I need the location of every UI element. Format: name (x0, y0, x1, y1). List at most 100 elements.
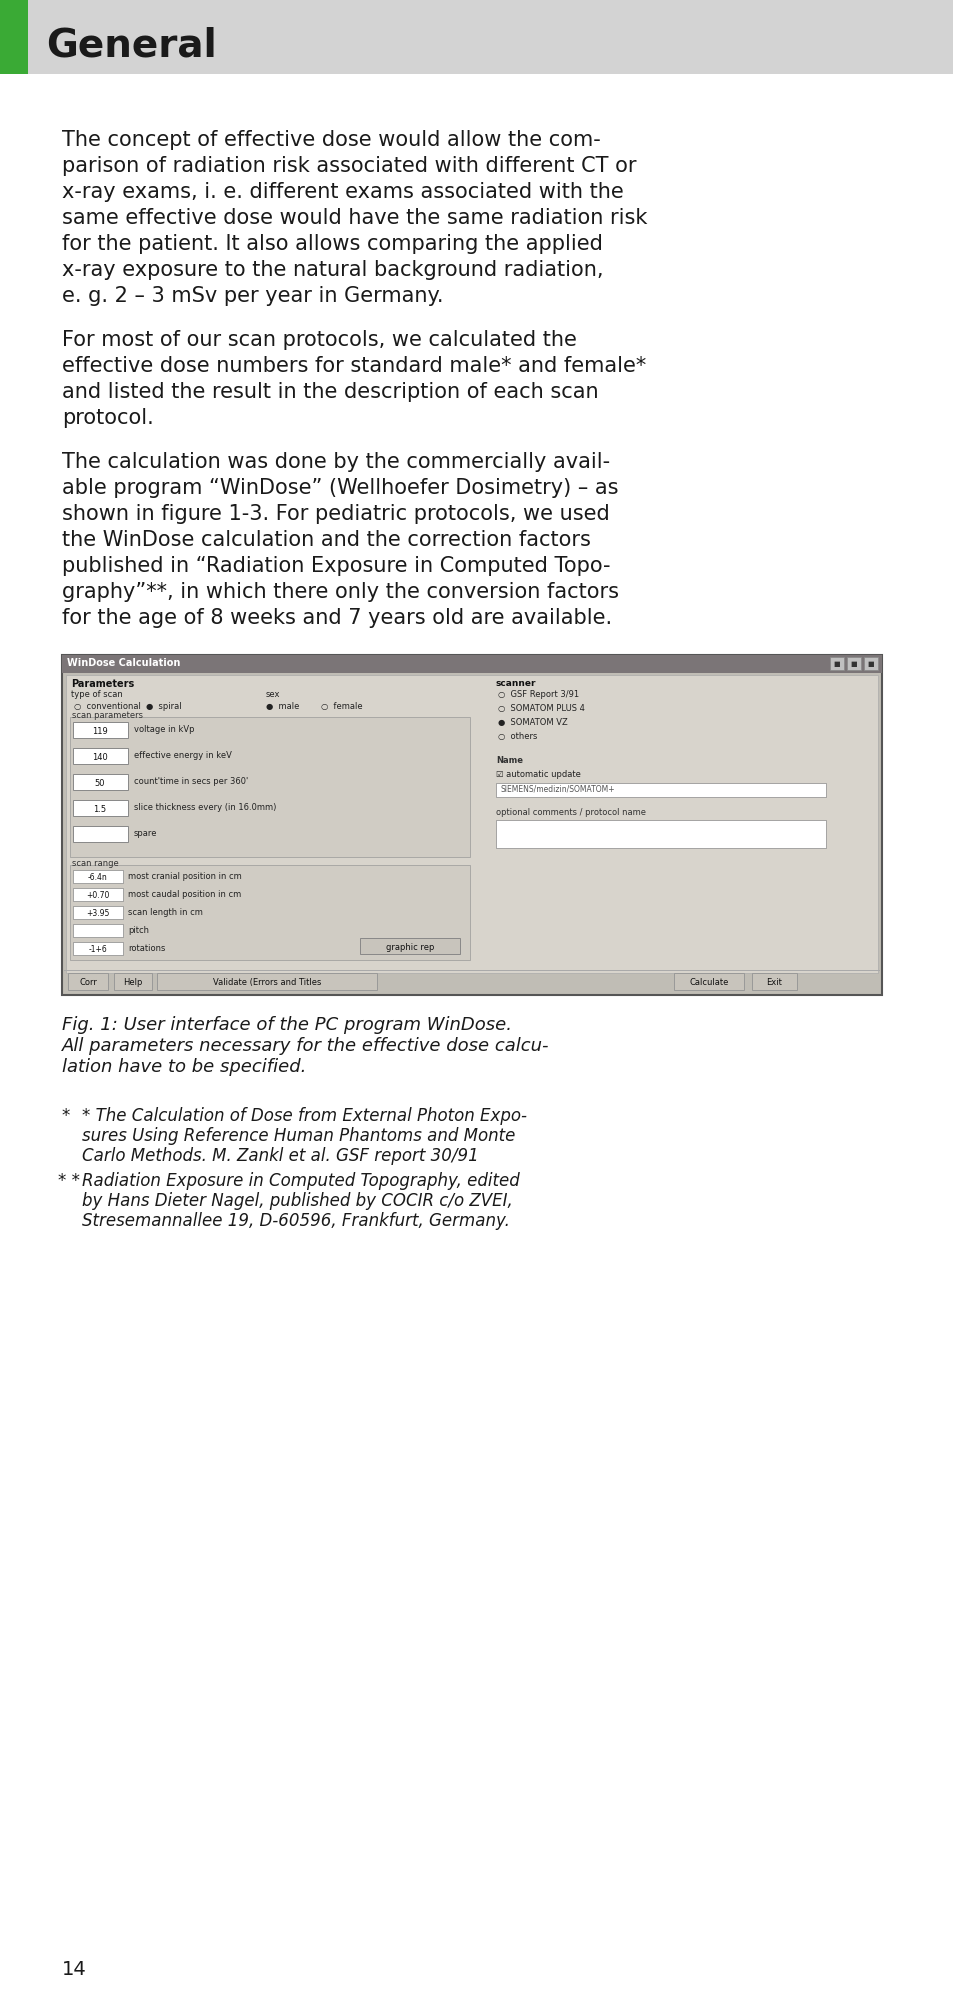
Text: Fig. 1: User interface of the PC program WinDose.: Fig. 1: User interface of the PC program… (62, 1015, 512, 1033)
Text: ○  GSF Report 3/91: ○ GSF Report 3/91 (497, 690, 578, 698)
Text: Validate (Errors and Titles: Validate (Errors and Titles (213, 978, 321, 986)
Text: type of scan: type of scan (71, 690, 123, 698)
Text: by Hans Dieter Nagel, published by COCIR c/o ZVEI,: by Hans Dieter Nagel, published by COCIR… (82, 1191, 512, 1209)
Text: ☑ automatic update: ☑ automatic update (496, 770, 580, 778)
Text: scanner: scanner (496, 678, 536, 688)
Text: and listed the result in the description of each scan: and listed the result in the description… (62, 381, 598, 401)
Text: ●  male: ● male (266, 702, 299, 710)
Bar (157, 974, 376, 990)
Text: sures Using Reference Human Phantoms and Monte: sures Using Reference Human Phantoms and… (82, 1127, 515, 1145)
Text: 50: 50 (94, 778, 105, 788)
Bar (0, 0, 953, 74)
Text: +0.70: +0.70 (86, 890, 110, 898)
Text: pitch: pitch (128, 926, 149, 934)
Text: scan parameters: scan parameters (71, 710, 143, 720)
Bar (73, 924, 123, 938)
Bar (751, 974, 796, 990)
Text: x-ray exposure to the natural background radiation,: x-ray exposure to the natural background… (62, 261, 603, 281)
Text: spare: spare (133, 828, 157, 838)
Text: *: * (62, 1107, 75, 1125)
Text: Corr: Corr (79, 978, 97, 986)
Text: ■: ■ (833, 662, 840, 668)
Text: ○  others: ○ others (497, 732, 537, 740)
Text: 140: 140 (92, 752, 108, 762)
Bar (73, 774, 128, 790)
Text: shown in figure 1-3. For pediatric protocols, we used: shown in figure 1-3. For pediatric proto… (62, 503, 609, 523)
Text: Radiation Exposure in Computed Topography, edited: Radiation Exposure in Computed Topograph… (82, 1171, 519, 1189)
Text: ○  female: ○ female (320, 702, 362, 710)
Text: Calculate: Calculate (689, 978, 728, 986)
Bar (113, 974, 152, 990)
Text: graphy”**, in which there only the conversion factors: graphy”**, in which there only the conve… (62, 581, 618, 602)
Text: -6.4n: -6.4n (88, 872, 108, 880)
Text: For most of our scan protocols, we calculated the: For most of our scan protocols, we calcu… (62, 331, 577, 349)
Text: rotations: rotations (128, 944, 165, 952)
Bar (359, 938, 459, 954)
Text: The calculation was done by the commercially avail-: The calculation was done by the commerci… (62, 451, 610, 471)
Text: most caudal position in cm: most caudal position in cm (128, 890, 241, 898)
Bar (73, 942, 123, 956)
Bar (829, 658, 843, 670)
Text: voltage in kVp: voltage in kVp (133, 724, 194, 734)
Text: Carlo Methods. M. Zankl et al. GSF report 30/91: Carlo Methods. M. Zankl et al. GSF repor… (82, 1147, 478, 1165)
Text: ■: ■ (850, 662, 857, 668)
Text: scan range: scan range (71, 858, 118, 868)
Text: published in “Radiation Exposure in Computed Topo-: published in “Radiation Exposure in Comp… (62, 555, 610, 575)
Bar (73, 748, 128, 764)
Text: WinDose Calculation: WinDose Calculation (67, 658, 180, 668)
Bar (73, 906, 123, 920)
Text: ●  spiral: ● spiral (146, 702, 181, 710)
Bar (62, 656, 882, 996)
Bar (70, 866, 470, 960)
Text: able program “WinDose” (Wellhoefer Dosimetry) – as: able program “WinDose” (Wellhoefer Dosim… (62, 477, 618, 497)
Bar (73, 888, 123, 902)
Text: sex: sex (266, 690, 280, 698)
Bar (0, 0, 28, 74)
Text: Parameters: Parameters (71, 678, 134, 688)
Text: 14: 14 (62, 1959, 87, 1979)
Text: ●  SOMATOM VZ: ● SOMATOM VZ (497, 718, 567, 726)
Text: 119: 119 (92, 726, 108, 736)
Bar (73, 800, 128, 816)
Text: x-ray exams, i. e. different exams associated with the: x-ray exams, i. e. different exams assoc… (62, 182, 623, 203)
Bar (846, 658, 861, 670)
Text: Name: Name (496, 756, 522, 764)
Bar (62, 656, 882, 674)
Text: ○  conventional: ○ conventional (74, 702, 141, 710)
Bar (70, 718, 470, 858)
Text: * The Calculation of Dose from External Photon Expo-: * The Calculation of Dose from External … (82, 1107, 526, 1125)
Bar (496, 784, 825, 798)
Text: for the age of 8 weeks and 7 years old are available.: for the age of 8 weeks and 7 years old a… (62, 608, 612, 628)
Text: lation have to be specified.: lation have to be specified. (62, 1057, 306, 1075)
Bar (68, 974, 108, 990)
Text: ○  SOMATOM PLUS 4: ○ SOMATOM PLUS 4 (497, 704, 584, 712)
Text: SIEMENS/medizin/SOMATOM+: SIEMENS/medizin/SOMATOM+ (500, 784, 615, 794)
Text: Help: Help (123, 978, 143, 986)
Text: scan length in cm: scan length in cm (128, 908, 203, 916)
Text: +3.95: +3.95 (86, 908, 110, 916)
Text: for the patient. It also allows comparing the applied: for the patient. It also allows comparin… (62, 235, 602, 255)
Text: -1+6: -1+6 (89, 944, 108, 952)
Text: Stresemannallee 19, D-60596, Frankfurt, Germany.: Stresemannallee 19, D-60596, Frankfurt, … (82, 1211, 509, 1229)
Text: count'time in secs per 360': count'time in secs per 360' (133, 776, 248, 786)
Text: Exit: Exit (766, 978, 781, 986)
Text: effective energy in keV: effective energy in keV (133, 750, 232, 760)
Bar (66, 676, 877, 974)
Text: same effective dose would have the same radiation risk: same effective dose would have the same … (62, 209, 647, 229)
Text: e. g. 2 – 3 mSv per year in Germany.: e. g. 2 – 3 mSv per year in Germany. (62, 287, 443, 307)
Bar (673, 974, 743, 990)
Text: General: General (46, 26, 216, 64)
Text: * *: * * (58, 1171, 85, 1189)
Text: All parameters necessary for the effective dose calcu-: All parameters necessary for the effecti… (62, 1037, 549, 1055)
Text: ■: ■ (867, 662, 873, 668)
Bar (863, 658, 877, 670)
Text: most cranial position in cm: most cranial position in cm (128, 872, 241, 880)
Text: parison of radiation risk associated with different CT or: parison of radiation risk associated wit… (62, 156, 636, 176)
Bar (496, 820, 825, 848)
Text: 1.5: 1.5 (93, 804, 107, 814)
Text: slice thickness every (in 16.0mm): slice thickness every (in 16.0mm) (133, 802, 276, 812)
Text: protocol.: protocol. (62, 407, 153, 427)
Bar (73, 826, 128, 842)
Text: graphic rep: graphic rep (385, 942, 434, 950)
Bar (73, 722, 128, 738)
